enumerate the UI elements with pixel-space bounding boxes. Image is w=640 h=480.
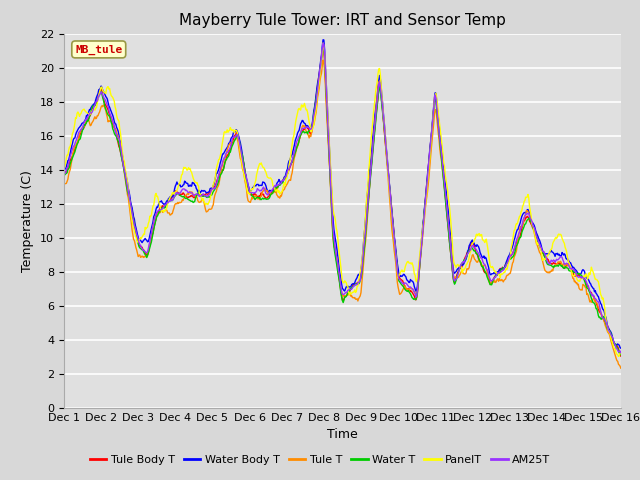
PanelT xyxy=(614,353,622,359)
Water T xyxy=(319,44,327,50)
PanelT xyxy=(182,166,190,171)
Water Body T xyxy=(566,260,574,265)
Tule T xyxy=(335,269,342,275)
Tule T xyxy=(319,57,327,63)
PanelT xyxy=(319,40,327,46)
Tule Body T xyxy=(444,219,451,225)
Water T xyxy=(335,273,342,279)
Water T xyxy=(182,195,190,201)
AM25T xyxy=(566,265,574,271)
Water T xyxy=(617,352,625,358)
PanelT xyxy=(335,244,342,250)
Water T xyxy=(444,218,451,224)
Water Body T xyxy=(335,260,342,265)
Tule T xyxy=(60,180,68,186)
Line: PanelT: PanelT xyxy=(64,43,621,356)
Tule Body T xyxy=(182,194,190,200)
Line: Water Body T: Water Body T xyxy=(64,40,621,348)
Y-axis label: Temperature (C): Temperature (C) xyxy=(22,170,35,272)
Tule Body T xyxy=(389,216,397,222)
AM25T xyxy=(182,187,190,193)
X-axis label: Time: Time xyxy=(327,429,358,442)
Line: Tule T: Tule T xyxy=(64,60,621,368)
Tule T xyxy=(566,266,574,272)
Water Body T xyxy=(444,202,451,208)
Text: MB_tule: MB_tule xyxy=(75,44,122,55)
AM25T xyxy=(617,350,625,356)
PanelT xyxy=(60,167,68,173)
Tule Body T xyxy=(335,271,342,276)
Water T xyxy=(206,193,214,199)
Water T xyxy=(389,220,397,226)
Tule T xyxy=(206,206,214,212)
PanelT xyxy=(566,265,574,271)
Tule Body T xyxy=(60,170,68,176)
Tule Body T xyxy=(617,353,625,359)
AM25T xyxy=(444,213,451,218)
Water Body T xyxy=(206,186,214,192)
Legend: Tule Body T, Water Body T, Tule T, Water T, PanelT, AM25T: Tule Body T, Water Body T, Tule T, Water… xyxy=(85,451,555,469)
Tule Body T xyxy=(319,44,327,50)
PanelT xyxy=(389,222,397,228)
Title: Mayberry Tule Tower: IRT and Sensor Temp: Mayberry Tule Tower: IRT and Sensor Temp xyxy=(179,13,506,28)
AM25T xyxy=(206,191,214,196)
PanelT xyxy=(206,196,214,202)
Water T xyxy=(60,173,68,179)
PanelT xyxy=(444,187,451,193)
Water T xyxy=(566,268,574,274)
Tule T xyxy=(389,233,397,239)
AM25T xyxy=(335,268,342,274)
Line: Tule Body T: Tule Body T xyxy=(64,47,621,356)
Tule Body T xyxy=(206,190,214,195)
Water Body T xyxy=(60,169,68,175)
Line: AM25T: AM25T xyxy=(64,43,621,353)
Water Body T xyxy=(389,216,397,222)
Tule Body T xyxy=(566,264,574,270)
Water Body T xyxy=(182,180,190,186)
AM25T xyxy=(60,170,68,176)
Water Body T xyxy=(617,345,625,351)
Water Body T xyxy=(319,37,327,43)
PanelT xyxy=(617,349,625,355)
Tule T xyxy=(182,193,190,199)
AM25T xyxy=(319,40,327,46)
Tule T xyxy=(444,213,451,218)
AM25T xyxy=(389,220,397,226)
Line: Water T: Water T xyxy=(64,47,621,355)
Tule T xyxy=(617,365,625,371)
